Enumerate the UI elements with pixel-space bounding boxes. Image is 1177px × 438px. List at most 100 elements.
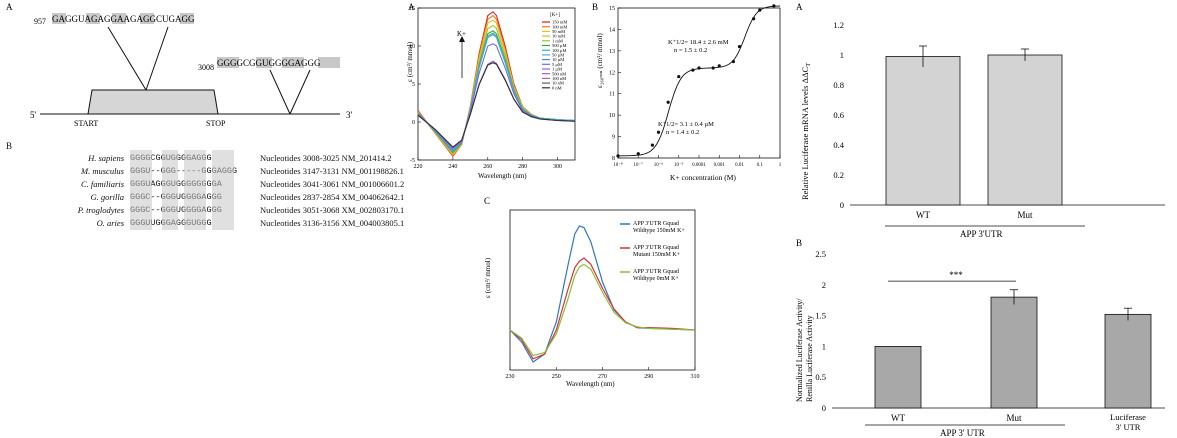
tit-b-data-point xyxy=(666,100,670,104)
legend-entry: 0 nM xyxy=(552,85,562,90)
species-name: G. gorilla xyxy=(90,192,124,202)
accession-note: Nucleotides 3051-3068 XM_002803170.1 xyxy=(260,205,405,215)
bar-b-significance-label: *** xyxy=(949,270,963,280)
x-tick-label: 10⁻⁶ xyxy=(654,162,664,168)
sequence: GGGUAGGGUGGGGGGGGA xyxy=(130,179,222,189)
y-tick-label: 0 xyxy=(412,120,415,126)
legend-entry: 1 µM xyxy=(552,67,562,72)
y-tick-label: -5 xyxy=(410,158,415,164)
legend-entry: 5 µM xyxy=(552,62,562,67)
bar-a-y-tick-label: 0.2 xyxy=(833,170,844,180)
x-tick-label: 260 xyxy=(483,164,492,170)
legend-mut150-l2: Mutant 150mM K+ xyxy=(633,252,681,258)
tit-b-ylabel: ε₂₆₀ₙₘ (cm²/ mmol) xyxy=(596,33,604,88)
bar-b-category-label: Luciferase xyxy=(1110,412,1146,422)
accession-note: Nucleotides 3008-3025 NM_201414.2 xyxy=(260,153,392,163)
legend-entry: 50 mM xyxy=(552,29,565,34)
k-arrow-head xyxy=(459,36,465,42)
x-tick-label: 300 xyxy=(553,164,562,170)
panel-label-b-left: B xyxy=(6,141,13,151)
cd-a-plot-area: 220 240 260 280 300 -5 0 5 10 15 xyxy=(409,6,576,170)
y-tick-label: 13 xyxy=(609,49,615,55)
species-name: H. sapiens xyxy=(88,153,124,163)
bar-chart-b: B Normalized Luciferase Activity/ Renill… xyxy=(795,238,1165,438)
legend-wt150-l2: Wildtype 150mM K+ xyxy=(633,228,685,234)
cd-a-xlabel: Wavelength (nm) xyxy=(478,172,527,180)
sequence: GGGC--GGGUGGGGAGGG xyxy=(130,205,222,215)
tit-b-data-point xyxy=(636,152,640,156)
accession-note: Nucleotides 2837-2854 XM_004062642.1 xyxy=(260,192,405,202)
y-tick-label: 9 xyxy=(612,135,615,141)
x-tick-label: 240 xyxy=(448,164,457,170)
bar-a-y-tick-label: 1.2 xyxy=(833,20,844,30)
k-arrow-label: K+ xyxy=(457,30,466,38)
tit-b-data-point xyxy=(656,130,661,134)
legend-wt0-l2: Wildtype 0mM K+ xyxy=(633,276,679,282)
bar-a-y-tick-label: 0.8 xyxy=(833,80,844,90)
bar-b-category-label: WT xyxy=(891,413,905,423)
legend-entry: 500 nM xyxy=(552,71,566,76)
bar-a-bar xyxy=(987,54,1063,206)
x-tick-label: 230 xyxy=(506,374,515,380)
panel-label-tit-b: B xyxy=(592,2,598,12)
titration-b: B ε₂₆₀ₙₘ (cm²/ mmol) K+ concentration (M… xyxy=(592,2,782,182)
x-tick-label: 310 xyxy=(691,374,700,380)
bar-b-ylabel-1: Normalized Luciferase Activity/ xyxy=(795,298,804,402)
legend-entry: 10 mM xyxy=(552,34,565,39)
tit-b-data-point xyxy=(697,66,701,70)
alignment-row: P. troglodytes GGGC--GGGUGGGGAGGG Nucleoti… xyxy=(40,204,430,217)
bar-b-bar xyxy=(874,346,922,409)
tit-b-data-point xyxy=(711,66,715,70)
bar-a-y-tick-label: 0.4 xyxy=(833,140,844,150)
tit-b-data-point xyxy=(616,154,620,158)
bar-a-group-label: APP 3'UTR xyxy=(960,229,1003,239)
species-name: P. troglodytes xyxy=(77,205,124,215)
panel-label-bar-a: A xyxy=(796,2,803,12)
panel-label-cd-c: C xyxy=(484,196,490,206)
legend-entry: 100 nM xyxy=(552,76,566,81)
three-prime-label: 3' xyxy=(346,110,353,120)
cd-c-xlabel: Wavelength (nm) xyxy=(566,380,615,388)
x-tick-label: 10⁻⁸ xyxy=(613,162,623,168)
sequence: GGGC--GGGUGGGGAGGG xyxy=(130,192,222,202)
cd-a-ylabel: ε (cm²/ mmol) xyxy=(406,41,414,82)
cd-spectra-a: A ε (cm²/ mmol) Wavelength (nm) K+ 220 24… xyxy=(406,2,576,180)
x-tick-label: 0.01 xyxy=(735,163,744,168)
bar-a-ylabel: Relative Luciferase mRNA levels ΔΔCT xyxy=(800,63,812,200)
bar-a-category-label: WT xyxy=(916,210,930,220)
tit-b-data-point xyxy=(758,8,762,12)
y-tick-label: 10 xyxy=(409,44,415,50)
x-tick-label: 290 xyxy=(644,374,653,380)
alignment-row: C. familiaris GGGUAGGGUGGGGGGGGA Nucleotid… xyxy=(40,178,430,191)
species-name: O. aries xyxy=(96,218,124,228)
tit-b-data-point xyxy=(650,143,655,147)
legend-entry: 150 mM xyxy=(552,20,567,25)
legend-title: [K+] xyxy=(550,13,560,18)
sequence: GGGUUGGGAGGGUGGG xyxy=(130,218,212,228)
species-name: M. musculus xyxy=(81,166,124,176)
bar-b-ylabel-2: Renilla Luciferase Activity xyxy=(805,315,814,402)
sequence: GGGGCGGUGGGGAGGG xyxy=(130,153,212,163)
x-tick-label: 270 xyxy=(598,374,607,380)
five-prime-label: 5' xyxy=(30,110,37,120)
x-tick-label: 1 xyxy=(779,163,782,168)
cd-c-series-line xyxy=(509,263,696,357)
accession-note: Nucleotides 3136-3156 XM_004003805.1 xyxy=(260,218,405,228)
cd-spectra-c: C ε (cm²/ mmol) Wavelength (nm) 230 250 27… xyxy=(484,196,700,388)
x-tick-label: 280 xyxy=(518,164,527,170)
x-tick-label: 10⁻⁷ xyxy=(634,162,644,168)
bar-a-bar xyxy=(885,56,961,206)
alignment-row: M. musculus GGGU--GGG-----GGGAGGG Nucleoti… xyxy=(40,165,430,178)
cd-c-legend: APP 3'UTR Gquad Wildtype 150mM K+ APP 3'… xyxy=(620,221,685,282)
tit-b-data-point xyxy=(677,74,681,79)
tit-b-data-point xyxy=(772,4,776,8)
cd-c-frame xyxy=(509,209,696,371)
seq1-position: 957 xyxy=(34,17,46,26)
gene-schematic-panel: A 957 GAGGUAGAGGAAGAGGCUGAGG 3008 GGGGCG… xyxy=(0,0,400,145)
seq2-position: 3008 xyxy=(198,63,214,72)
legend-entry: 100 µM xyxy=(552,48,566,53)
tit-b-xlabel: K+ concentration (M) xyxy=(670,173,736,182)
alignment-row: G. gorilla GGGC--GGGUGGGGAGGG Nucleotides … xyxy=(40,191,430,204)
